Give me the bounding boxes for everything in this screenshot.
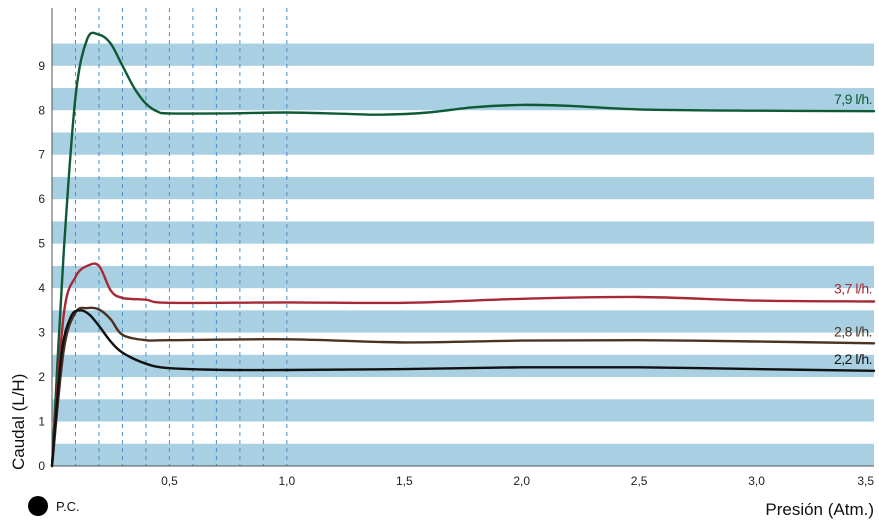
- band: [52, 443, 874, 466]
- x-tick-label: 2,0: [513, 474, 530, 488]
- series-line: [50, 306, 876, 468]
- band: [52, 88, 874, 111]
- y-tick-label: 7: [38, 148, 45, 162]
- y-tick-labels: 0 1 2 3 4 5 6 7 8 9: [38, 59, 45, 473]
- y-tick-label: 3: [38, 326, 45, 340]
- series-line: [50, 31, 876, 468]
- series-label: 2,8 l/h.: [834, 323, 872, 339]
- x-tick-labels: 0,5 1,0 1,5 2,0 2,5 3,0 3,5: [161, 474, 874, 488]
- axes: [51, 8, 874, 467]
- y-tick-label: 4: [38, 281, 45, 295]
- y-tick-label: 1: [38, 415, 45, 429]
- x-tick-label: 3,0: [748, 474, 765, 488]
- y-tick-label: 2: [38, 370, 45, 384]
- x-tick-label: 1,5: [396, 474, 413, 488]
- legend: P.C.: [28, 496, 80, 516]
- series-lines: [50, 31, 876, 468]
- legend-label: P.C.: [56, 498, 80, 514]
- y-tick-label: 5: [38, 237, 45, 251]
- series-line: [50, 309, 876, 468]
- y-tick-label: 0: [38, 459, 45, 473]
- series-label: 3,7 l/h.: [834, 280, 872, 296]
- band: [52, 221, 874, 244]
- background-bands: [52, 43, 874, 466]
- band: [52, 354, 874, 378]
- series-label: 7,9 l/h.: [834, 91, 872, 107]
- band: [52, 310, 874, 333]
- y-axis-title: Caudal (L/H): [9, 374, 28, 470]
- x-axis-title: Presión (Atm.): [765, 500, 874, 519]
- y-tick-label: 9: [38, 59, 45, 73]
- band: [52, 265, 874, 289]
- band: [52, 176, 874, 200]
- x-tick-label: 1,0: [279, 474, 296, 488]
- x-tick-label: 0,5: [161, 474, 178, 488]
- y-tick-label: 8: [38, 103, 45, 117]
- x-tick-label: 2,5: [631, 474, 648, 488]
- series-labels: 7,9 l/h. 3,7 l/h. 2,8 l/h. 2,2 l/h.: [834, 91, 873, 367]
- band: [52, 43, 874, 66]
- x-tick-label: 3,5: [857, 474, 874, 488]
- band: [52, 132, 874, 155]
- band: [52, 399, 874, 422]
- series-line: [50, 262, 876, 468]
- legend-dot-icon: [28, 496, 48, 516]
- series-label: 2,2 l/h.: [834, 351, 872, 367]
- y-tick-label: 6: [38, 192, 45, 206]
